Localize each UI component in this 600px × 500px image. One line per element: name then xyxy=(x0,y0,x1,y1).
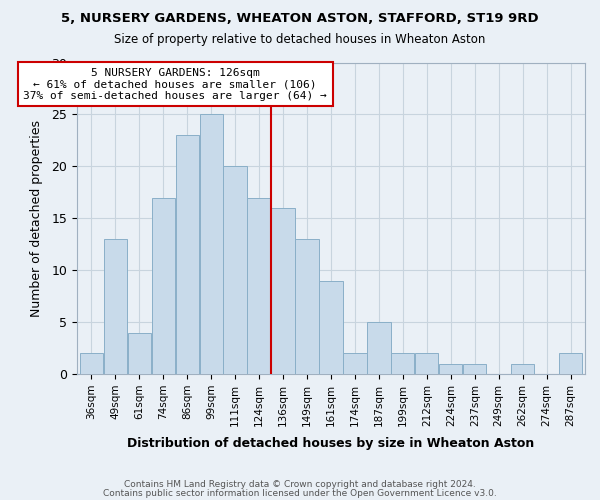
Text: Contains public sector information licensed under the Open Government Licence v3: Contains public sector information licen… xyxy=(103,488,497,498)
Bar xyxy=(511,364,535,374)
Bar xyxy=(104,239,127,374)
Bar xyxy=(343,354,367,374)
Text: 5 NURSERY GARDENS: 126sqm
← 61% of detached houses are smaller (106)
37% of semi: 5 NURSERY GARDENS: 126sqm ← 61% of detac… xyxy=(23,68,327,101)
Bar xyxy=(463,364,487,374)
Bar xyxy=(152,198,175,374)
Bar xyxy=(367,322,391,374)
Bar xyxy=(247,198,271,374)
Bar xyxy=(415,354,439,374)
Bar xyxy=(295,239,319,374)
Bar xyxy=(223,166,247,374)
Text: 5, NURSERY GARDENS, WHEATON ASTON, STAFFORD, ST19 9RD: 5, NURSERY GARDENS, WHEATON ASTON, STAFF… xyxy=(61,12,539,26)
Text: Size of property relative to detached houses in Wheaton Aston: Size of property relative to detached ho… xyxy=(115,32,485,46)
Y-axis label: Number of detached properties: Number of detached properties xyxy=(30,120,43,317)
Bar xyxy=(271,208,295,374)
Bar xyxy=(176,135,199,374)
Bar xyxy=(200,114,223,374)
X-axis label: Distribution of detached houses by size in Wheaton Aston: Distribution of detached houses by size … xyxy=(127,437,535,450)
Text: Contains HM Land Registry data © Crown copyright and database right 2024.: Contains HM Land Registry data © Crown c… xyxy=(124,480,476,489)
Bar xyxy=(128,332,151,374)
Bar xyxy=(80,354,103,374)
Bar xyxy=(559,354,582,374)
Bar xyxy=(439,364,463,374)
Bar xyxy=(391,354,415,374)
Bar xyxy=(319,280,343,374)
